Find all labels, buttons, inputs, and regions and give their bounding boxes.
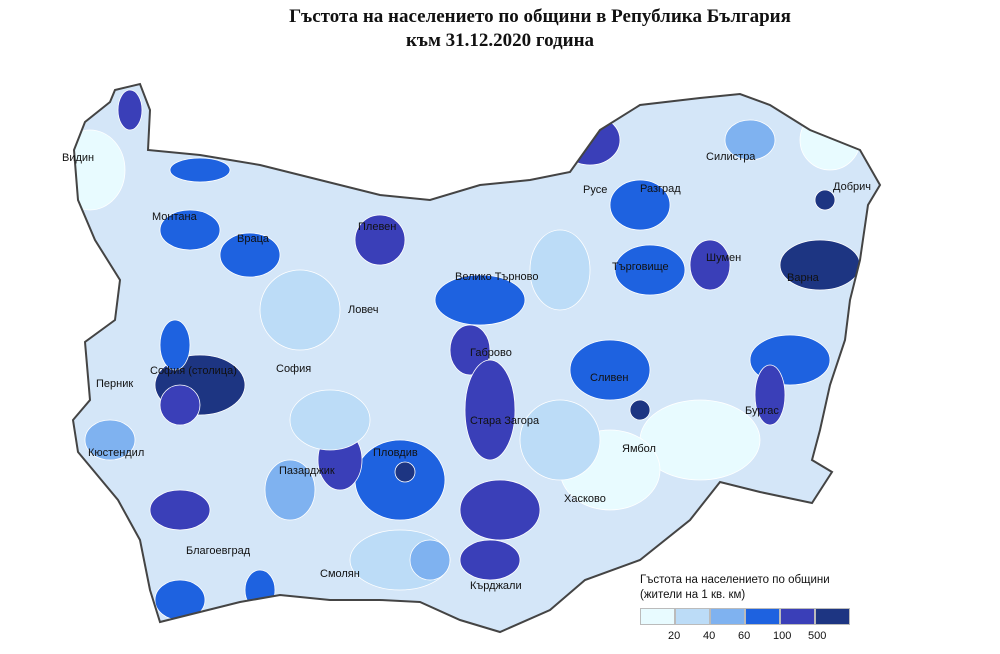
legend-title: Гъстота на населението по общини [640, 574, 830, 586]
municipality-area [459, 539, 521, 581]
municipality-area [724, 119, 776, 161]
municipality-area [354, 214, 406, 266]
city-label: Благоевград [186, 545, 251, 557]
legend-swatch [780, 608, 815, 625]
municipality-area [219, 232, 281, 278]
municipality-area [629, 399, 651, 421]
legend-swatch [710, 608, 745, 625]
city-label: Пловдив [373, 447, 418, 459]
map-subtitle: към 31.12.2020 година [405, 30, 595, 51]
municipality-area [464, 359, 516, 461]
city-labels: Видин Монтана Враца Плевен Русе Силистра Разгр… [62, 151, 871, 592]
city-label: Ловеч [348, 304, 379, 316]
municipality-area [754, 364, 786, 426]
city-label: София [276, 363, 311, 375]
municipality-area [814, 189, 836, 211]
city-label: Варна [787, 272, 820, 284]
legend-subtitle: (жители на 1 кв. км) [640, 589, 746, 601]
city-label: Смолян [320, 568, 360, 580]
municipality-area [159, 384, 201, 426]
city-label: Стара Загора [470, 415, 540, 427]
city-label: София (столица) [150, 365, 237, 377]
country-border [71, 82, 882, 634]
legend-swatch [815, 608, 850, 625]
municipality-area [159, 209, 221, 251]
legend-tick: 100 [773, 630, 792, 642]
municipality-area [289, 389, 371, 451]
legend-swatch [745, 608, 780, 625]
city-label: Пазарджик [279, 465, 335, 477]
municipality-area [529, 229, 591, 311]
municipality-area [149, 489, 211, 531]
municipality-area [689, 239, 731, 291]
city-label: Шумен [706, 252, 741, 264]
municipality-area [409, 539, 451, 581]
city-label: Габрово [470, 347, 512, 359]
city-label: Кюстендил [88, 447, 144, 459]
city-label: Търговище [612, 261, 669, 273]
city-label: Хасково [564, 493, 606, 505]
city-label: Разград [640, 183, 681, 195]
city-label: Ямбол [622, 443, 656, 455]
legend-swatch [640, 608, 675, 625]
municipality-area [169, 157, 231, 183]
legend-tick: 60 [738, 630, 751, 642]
legend-swatch [675, 608, 710, 625]
municipality-area [117, 89, 143, 131]
municipality-area [73, 129, 126, 211]
city-label: Сливен [590, 372, 628, 384]
municipality-area [434, 274, 526, 326]
municipality-area [569, 339, 651, 401]
legend-tick: 20 [668, 630, 681, 642]
municipality-area [449, 324, 491, 376]
city-label: Русе [583, 184, 607, 196]
legend-tick: 500 [808, 630, 827, 642]
municipality-area [259, 269, 341, 351]
municipality-area [614, 244, 686, 296]
municipality-area [519, 399, 601, 481]
city-label: Силистра [706, 151, 756, 163]
city-label: Плевен [358, 221, 396, 233]
city-label: Бургас [745, 405, 779, 417]
municipality-area [244, 569, 276, 611]
city-label: Перник [96, 378, 133, 390]
municipality-area [159, 319, 191, 371]
municipality-area [459, 479, 541, 541]
city-label: Монтана [152, 211, 198, 223]
municipality-area [154, 579, 206, 621]
legend-tick: 40 [703, 630, 716, 642]
municipality-regions [73, 89, 861, 621]
municipality-area [264, 459, 316, 521]
city-label: Добрич [833, 181, 871, 193]
city-label: Видин [62, 152, 94, 164]
municipality-area [609, 179, 671, 231]
municipality-area [394, 461, 416, 483]
municipality-area [799, 109, 861, 171]
city-label: Велико Търново [455, 271, 539, 283]
municipality-area [84, 419, 136, 461]
city-label: Кърджали [470, 580, 522, 592]
map-title: Гъстота на населението по общини в Репуб… [289, 6, 791, 27]
city-label: Враца [237, 233, 270, 245]
